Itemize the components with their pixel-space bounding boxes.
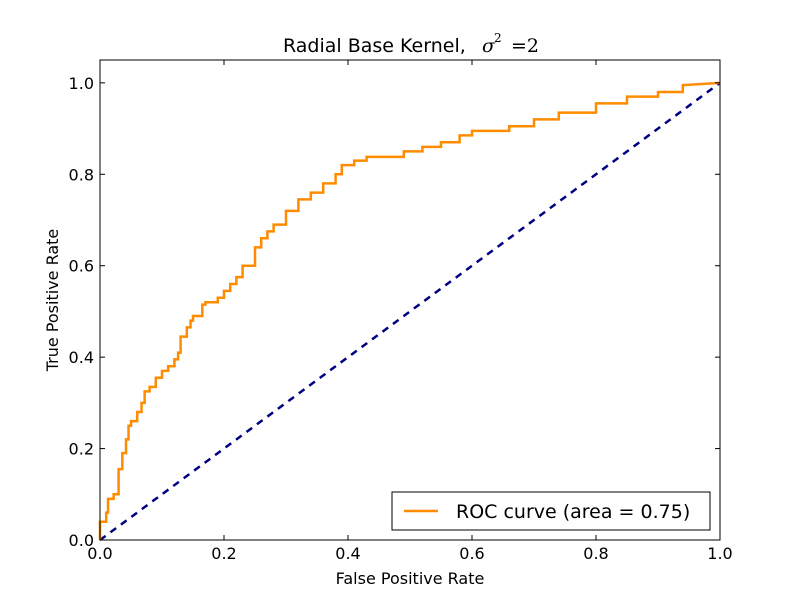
roc-curve-line <box>98 81 721 540</box>
x-axis-label: False Positive Rate <box>336 569 485 588</box>
chart-title-equals: =2 <box>511 35 539 57</box>
chart-title-text: Radial Base Kernel, <box>283 35 466 57</box>
series-layer <box>98 81 721 542</box>
legend: ROC curve (area = 0.75) <box>391 491 711 531</box>
y-tick-label: 0.6 <box>69 257 94 276</box>
x-tick-label: 0.4 <box>335 544 360 563</box>
y-tick-label: 0.0 <box>69 531 94 550</box>
legend-box <box>391 491 711 531</box>
diagonal-reference-line <box>99 81 721 542</box>
y-tick-label: 1.0 <box>69 74 94 93</box>
chart-title: Radial Base Kernel, σ 2 =2 <box>283 31 539 57</box>
tick-layer: 0.0 0.2 0.4 0.6 0.8 1.0 0.0 0.2 0.4 0.6 0.8 1.0 <box>69 60 733 563</box>
x-tick-label: 0.2 <box>211 544 236 563</box>
chart-title-exponent: 2 <box>494 31 502 45</box>
chart-title-sigma: σ <box>482 35 496 57</box>
x-tick-label: 0.0 <box>87 544 112 563</box>
y-axis-label: True Positive Rate <box>43 229 62 373</box>
y-tick-label: 0.4 <box>69 348 94 367</box>
x-tick-label: 0.6 <box>459 544 484 563</box>
plot-area <box>100 60 720 540</box>
x-tick-label: 1.0 <box>707 544 732 563</box>
y-tick-label: 0.2 <box>69 440 94 459</box>
y-tick-label: 0.8 <box>69 165 94 184</box>
legend-label-roc: ROC curve (area = 0.75) <box>456 501 690 523</box>
x-tick-label: 0.8 <box>583 544 608 563</box>
plot-border <box>99 59 721 541</box>
